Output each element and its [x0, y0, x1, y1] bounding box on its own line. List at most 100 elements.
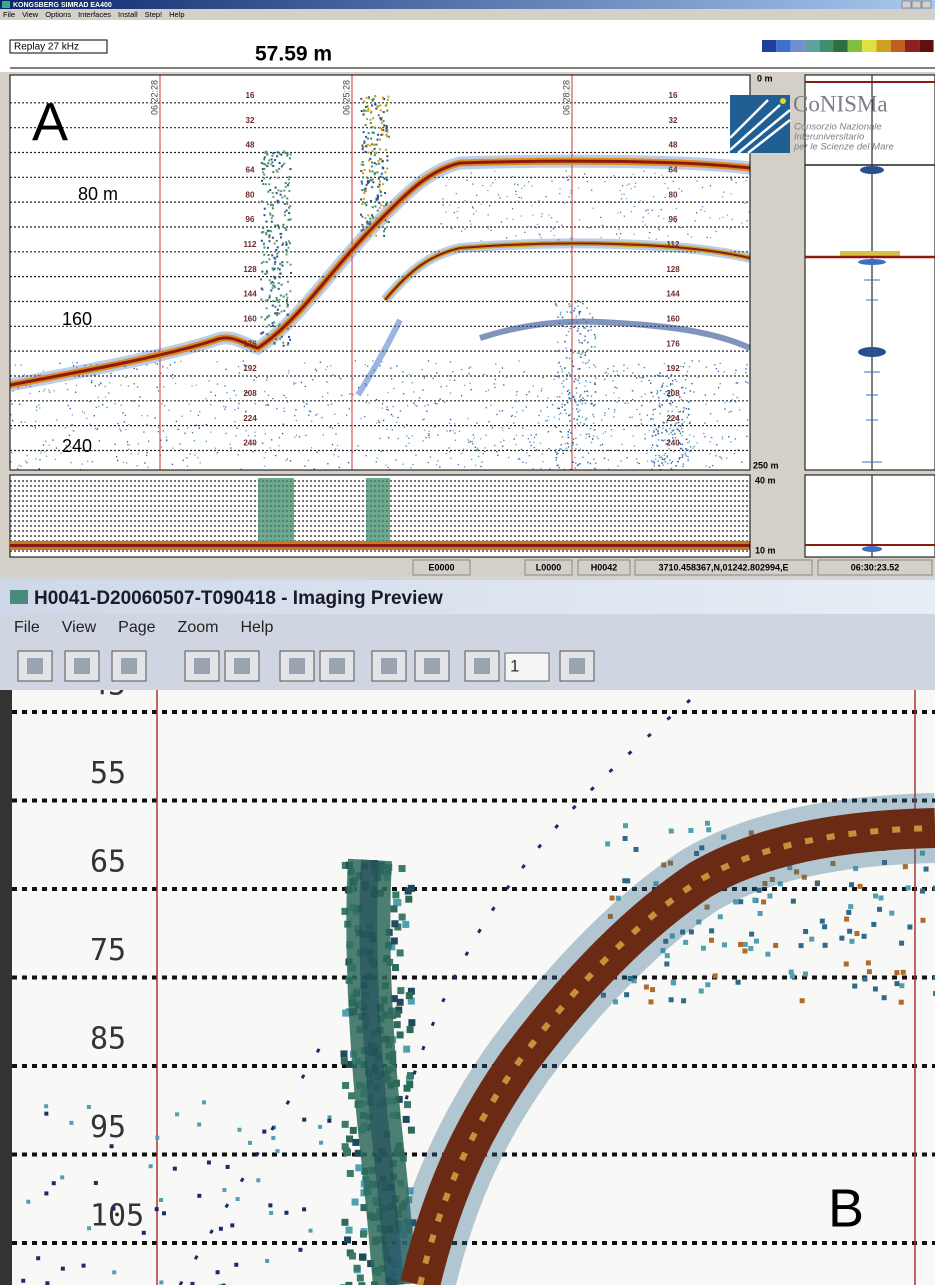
- echo-speck: [400, 410, 401, 411]
- echo-speck: [702, 206, 703, 207]
- echo-speck: [146, 455, 147, 456]
- app-icon: [10, 590, 28, 604]
- echo-speck: [100, 382, 101, 383]
- frame: [0, 690, 12, 1285]
- echo-speck: [651, 460, 652, 461]
- echo-speck: [620, 190, 621, 191]
- echo-speck: [318, 1125, 322, 1129]
- echo-speck: [572, 370, 574, 372]
- echo-speck: [575, 438, 577, 440]
- palette-swatch: [905, 40, 919, 52]
- menu-item[interactable]: Install: [118, 10, 138, 19]
- annotation: 160: [62, 309, 92, 329]
- echo-speck: [693, 436, 694, 437]
- echo-speck: [458, 207, 459, 208]
- echo-speck: [566, 170, 567, 171]
- echo-speck: [608, 459, 609, 460]
- echo-speck: [666, 399, 668, 401]
- echo-speck: [730, 411, 731, 412]
- echo-speck: [515, 191, 516, 192]
- echo-speck: [68, 405, 69, 406]
- echo-speck: [702, 187, 703, 188]
- echo-speck: [39, 468, 40, 469]
- echo-speck: [225, 433, 226, 434]
- echo-speck: [573, 365, 575, 367]
- echo-speck: [443, 204, 444, 205]
- echo-speck: [159, 455, 160, 456]
- menu-item[interactable]: File: [3, 10, 15, 19]
- echo-speck: [406, 424, 407, 425]
- menu-item[interactable]: File: [14, 619, 40, 636]
- echo-speck: [657, 375, 658, 376]
- echo-speck: [439, 466, 440, 467]
- echo-speck: [490, 185, 491, 186]
- echo-speck: [658, 397, 660, 399]
- echo-speck: [225, 406, 226, 407]
- menu-item[interactable]: Help: [169, 10, 184, 19]
- echo-speck: [688, 459, 690, 461]
- echo-speck: [275, 455, 276, 456]
- echo-speck: [665, 461, 667, 463]
- echo-speck: [357, 445, 358, 446]
- echo-speck: [706, 366, 707, 367]
- echo-speck: [705, 465, 706, 466]
- echo-speck: [687, 371, 688, 372]
- menu-item[interactable]: Options: [45, 10, 71, 19]
- echo-speck: [346, 1135, 353, 1142]
- echo-speck: [642, 221, 643, 222]
- echo-speck: [472, 183, 473, 184]
- echo-speck: [562, 436, 564, 438]
- minimize[interactable]: [902, 1, 911, 8]
- echo-speck: [591, 346, 593, 348]
- echo-speck: [617, 401, 618, 402]
- close[interactable]: [922, 1, 931, 8]
- echo-speck: [543, 377, 544, 378]
- maximize[interactable]: [912, 1, 921, 8]
- echo-speck: [673, 451, 674, 452]
- echo-speck: [592, 438, 594, 440]
- menu-item[interactable]: View: [22, 10, 39, 19]
- echo-speck: [458, 464, 459, 465]
- echo-speck: [128, 424, 129, 425]
- echo-speck: [562, 406, 564, 408]
- echo-speck: [581, 342, 583, 344]
- echo-speck: [650, 382, 652, 384]
- menu-item[interactable]: Help: [240, 619, 273, 636]
- echo-speck: [671, 980, 676, 985]
- echo-speck: [415, 455, 416, 456]
- menu-item[interactable]: Zoom: [178, 619, 219, 636]
- menu-item[interactable]: Page: [118, 619, 155, 636]
- echo-speck: [70, 408, 71, 409]
- echo-speck: [450, 392, 451, 393]
- echo-speck: [386, 168, 388, 170]
- echo-speck: [56, 419, 57, 420]
- echo-speck: [338, 456, 339, 457]
- menu-item[interactable]: View: [62, 619, 97, 636]
- echo-speck: [516, 435, 517, 436]
- echo-speck: [767, 893, 772, 898]
- echo-speck: [274, 242, 276, 244]
- echo-speck: [363, 100, 365, 102]
- menu-item[interactable]: Interfaces: [78, 10, 111, 19]
- echo-speck: [662, 464, 664, 466]
- echo-speck: [366, 105, 368, 107]
- echo-speck: [285, 249, 287, 251]
- echo-speck: [363, 141, 365, 143]
- echo-speck: [52, 439, 53, 440]
- echo-speck: [394, 1021, 401, 1028]
- echo-speck: [800, 998, 805, 1003]
- echo-speck: [287, 281, 289, 283]
- echo-speck: [530, 445, 531, 446]
- echo-speck: [483, 453, 484, 454]
- echo-speck: [633, 174, 634, 175]
- echo-speck: [844, 961, 849, 966]
- echo-speck: [539, 233, 540, 234]
- echo-speck: [558, 414, 559, 415]
- echo-speck: [350, 393, 351, 394]
- echo-speck: [426, 411, 427, 412]
- echo-speck: [451, 228, 452, 229]
- echo-speck: [131, 453, 132, 454]
- echo-speck: [276, 299, 278, 301]
- menu-item[interactable]: Step!: [145, 10, 163, 19]
- echo-speck: [569, 375, 571, 377]
